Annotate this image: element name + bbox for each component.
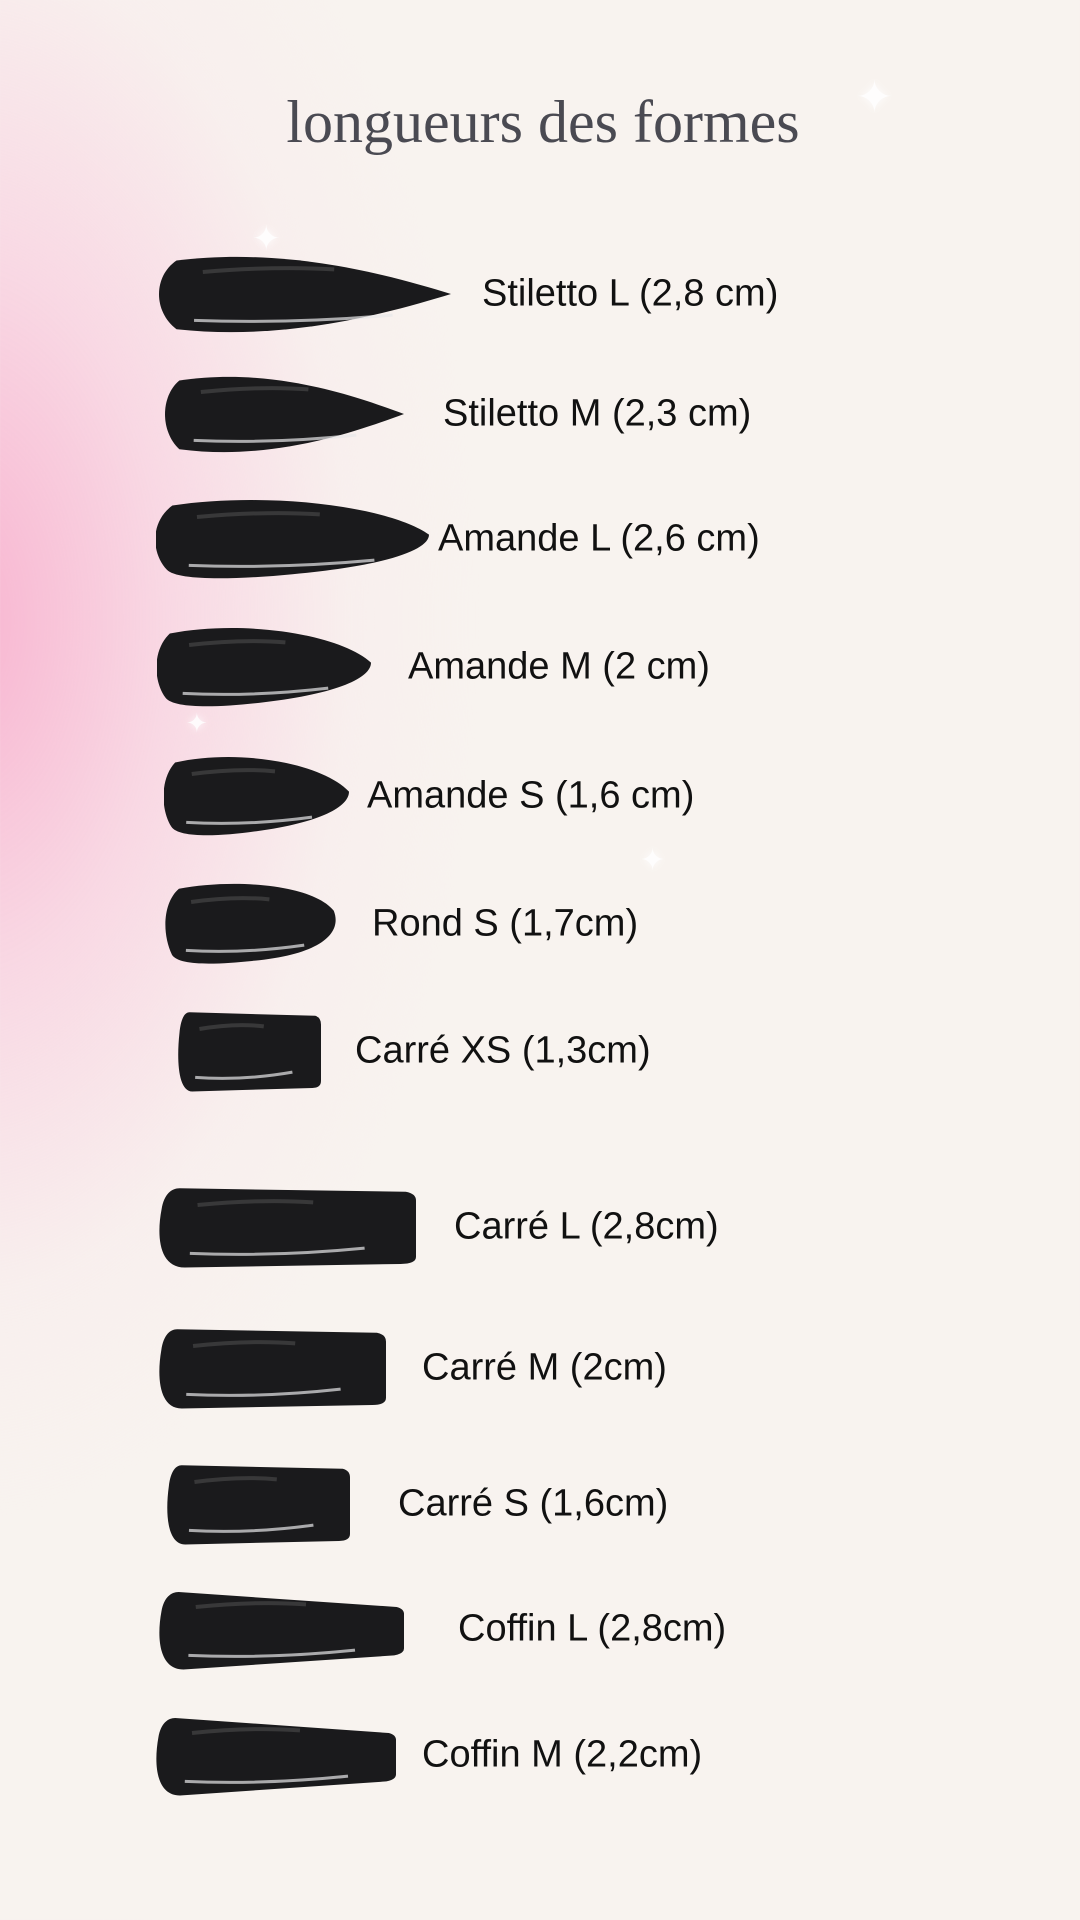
nail-square-image <box>178 1012 321 1092</box>
nail-coffin-image <box>159 1592 404 1670</box>
page-title: longueurs des formes <box>286 89 800 155</box>
nail-stiletto-image <box>159 256 451 333</box>
nail-shape-label: Carré M (2cm) <box>422 1346 667 1389</box>
nail-shape-label: Amande M (2 cm) <box>408 645 710 688</box>
nail-shape-item: Carré M (2cm) <box>0 1318 1080 1418</box>
sparkle-icon: ✦ <box>186 708 208 738</box>
nail-shape-item: Stiletto M (2,3 cm) <box>0 364 1080 464</box>
nail-shape-item: Amande M (2 cm) <box>0 617 1080 717</box>
nail-shape-label: Carré XS (1,3cm) <box>355 1029 651 1072</box>
nail-almond-image <box>156 500 429 579</box>
nail-almond-image <box>157 628 371 707</box>
nail-shape-label: Coffin L (2,8cm) <box>458 1607 727 1650</box>
nail-square-image <box>159 1188 416 1268</box>
nail-square-image <box>167 1465 350 1545</box>
nail-shape-item: Amande L (2,6 cm) <box>0 489 1080 589</box>
sparkle-icon: ✦ <box>252 220 281 258</box>
sparkle-icon: ✦ <box>856 73 893 122</box>
nail-round-image <box>165 883 336 964</box>
sparkle-icon: ✦ <box>640 844 666 877</box>
nail-stiletto-image <box>165 376 404 453</box>
nail-shape-label: Stiletto L (2,8 cm) <box>482 272 779 315</box>
nail-shape-label: Carré S (1,6cm) <box>398 1482 669 1525</box>
nail-shape-item: Coffin M (2,2cm) <box>0 1705 1080 1805</box>
nail-coffin-image <box>156 1718 396 1796</box>
nail-shape-item: Carré L (2,8cm) <box>0 1177 1080 1277</box>
nail-shape-label: Amande S (1,6 cm) <box>367 774 695 817</box>
nail-shape-label: Rond S (1,7cm) <box>372 902 639 945</box>
nail-shape-label: Amande L (2,6 cm) <box>438 517 760 560</box>
nail-shape-item: Coffin L (2,8cm) <box>0 1579 1080 1679</box>
nail-shape-item: Carré S (1,6cm) <box>0 1454 1080 1554</box>
nail-shape-label: Stiletto M (2,3 cm) <box>443 392 752 435</box>
nail-almond-image <box>164 757 349 836</box>
nail-square-image <box>159 1329 386 1409</box>
nail-shape-label: Coffin M (2,2cm) <box>422 1733 703 1776</box>
nail-shape-label: Carré L (2,8cm) <box>454 1205 719 1248</box>
nail-shape-item: Carré XS (1,3cm) <box>0 1001 1080 1101</box>
nail-shape-item: Amande S (1,6 cm) <box>0 746 1080 846</box>
nail-shape-item: Rond S (1,7cm) <box>0 874 1080 974</box>
nail-shape-item: Stiletto L (2,8 cm) <box>0 244 1080 344</box>
